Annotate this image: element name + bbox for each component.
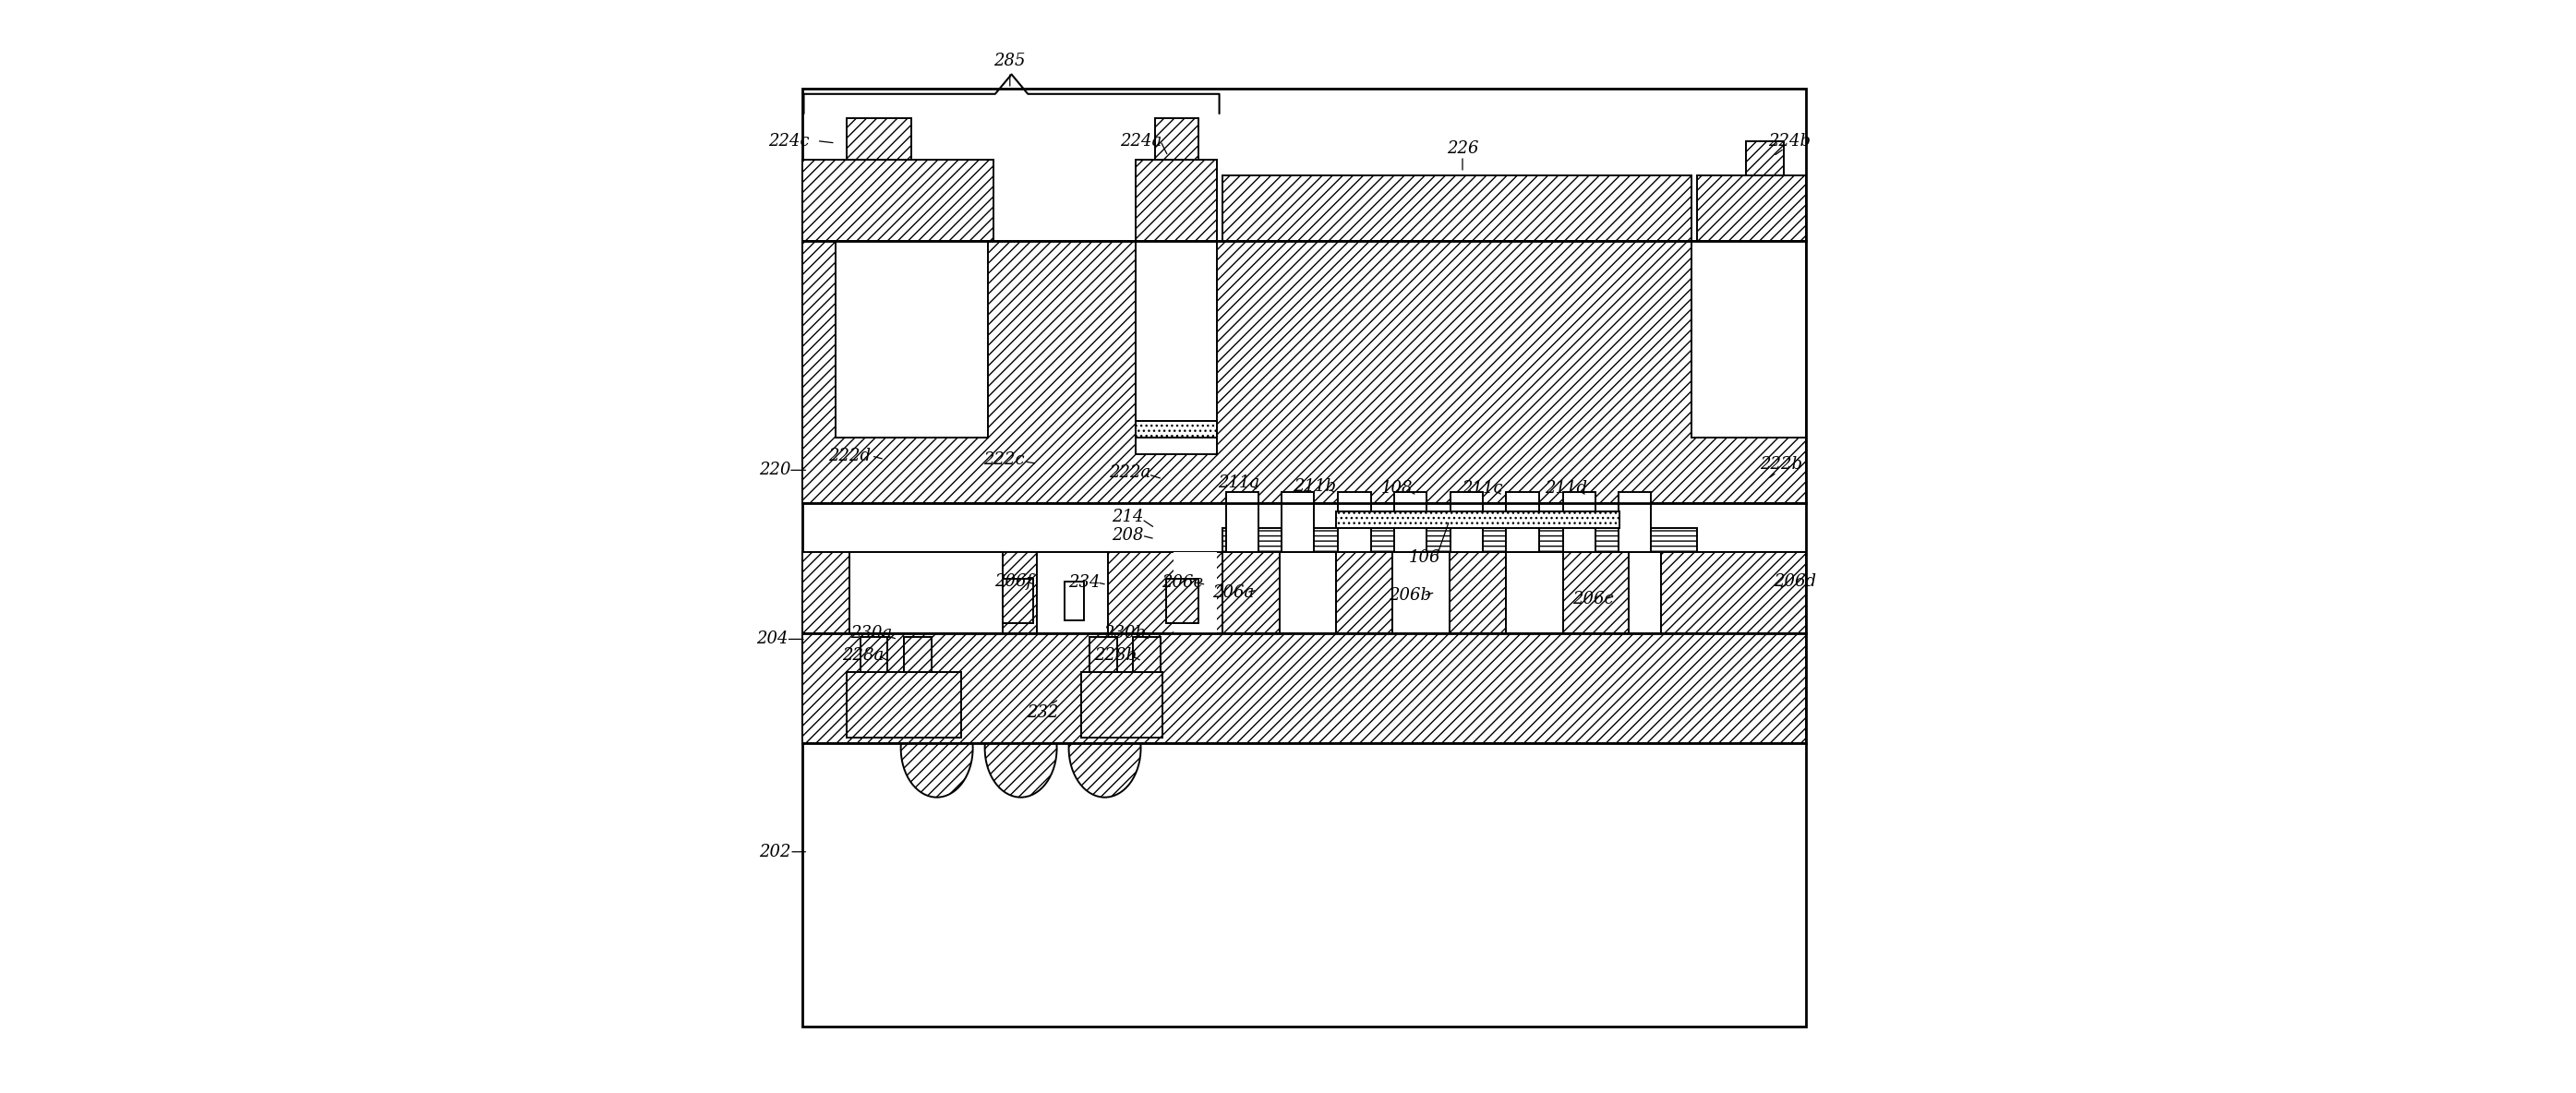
Bar (1618, 492, 1651, 552)
Text: 202: 202 (760, 844, 791, 860)
Text: 211b: 211b (1293, 479, 1337, 495)
Bar (1394, 552, 1450, 634)
Bar (1337, 512, 1620, 528)
Bar (894, 689, 981, 743)
Ellipse shape (987, 702, 1056, 795)
Bar (804, 552, 1806, 634)
Text: 214: 214 (1113, 508, 1144, 526)
Bar (1224, 552, 1280, 634)
Bar (850, 552, 1002, 634)
Text: 211d: 211d (1546, 481, 1587, 497)
Text: 206a: 206a (1213, 584, 1255, 601)
Bar (976, 689, 1064, 743)
Text: 224a: 224a (1121, 132, 1162, 149)
Text: 204: 204 (757, 631, 788, 647)
Text: 222c: 222c (984, 451, 1025, 468)
Text: 226: 226 (1448, 140, 1479, 156)
Bar (1337, 552, 1394, 634)
Bar (835, 242, 989, 437)
Bar (1167, 579, 1198, 623)
Bar (850, 552, 1002, 634)
Bar (1507, 552, 1564, 634)
Bar (804, 89, 1806, 1026)
Text: 224b: 224b (1770, 132, 1811, 149)
Bar (1136, 421, 1216, 437)
Bar (1692, 242, 1806, 437)
Bar (1082, 672, 1162, 738)
Bar (1224, 528, 1698, 552)
Bar (1038, 552, 1108, 634)
Bar (1450, 552, 1507, 634)
Text: 230a: 230a (850, 625, 891, 642)
Text: 106: 106 (1409, 549, 1440, 566)
Bar (1280, 492, 1314, 552)
Text: 211a: 211a (1218, 475, 1260, 492)
Bar (1061, 689, 1149, 743)
Text: 206b: 206b (1388, 587, 1432, 603)
Bar (1136, 160, 1216, 242)
Bar (1136, 437, 1216, 454)
Bar (1564, 492, 1595, 552)
Text: 206e: 206e (1162, 574, 1203, 591)
Bar (1692, 242, 1806, 437)
Bar (860, 637, 889, 672)
Text: 285: 285 (994, 52, 1025, 70)
Bar (1064, 581, 1084, 621)
Bar (1662, 552, 1806, 634)
Bar (1337, 492, 1370, 552)
Bar (1564, 552, 1628, 634)
Bar (1280, 552, 1337, 634)
Bar (804, 612, 1806, 743)
Bar (1226, 492, 1260, 552)
Ellipse shape (1069, 702, 1141, 795)
Bar (804, 656, 1806, 743)
Bar (1090, 637, 1118, 672)
Text: 206d: 206d (1775, 573, 1816, 590)
Bar (1133, 637, 1159, 672)
Bar (848, 672, 961, 738)
Bar (1628, 552, 1662, 634)
Bar (1082, 672, 1162, 738)
Text: 206c: 206c (1574, 590, 1615, 607)
Bar (804, 160, 994, 242)
Ellipse shape (902, 702, 971, 795)
Bar (1747, 141, 1785, 176)
Bar (1175, 552, 1216, 634)
Bar (804, 242, 1806, 503)
Bar (1224, 176, 1692, 242)
Ellipse shape (984, 700, 1056, 797)
Text: 228b: 228b (1095, 647, 1136, 663)
Text: 206f: 206f (994, 573, 1033, 590)
Bar (804, 612, 1806, 743)
Bar (904, 637, 933, 672)
Ellipse shape (902, 700, 974, 797)
Text: 224c: 224c (768, 132, 809, 149)
Bar (1136, 242, 1216, 437)
Text: 234: 234 (1069, 574, 1100, 591)
Bar (848, 672, 961, 738)
Bar (835, 242, 989, 437)
Text: 208: 208 (1113, 527, 1144, 544)
Bar (1002, 579, 1033, 623)
Bar (1507, 492, 1538, 552)
Text: 222a: 222a (1110, 465, 1151, 481)
Ellipse shape (1069, 700, 1141, 797)
Bar (848, 118, 912, 160)
Bar (1136, 242, 1216, 437)
Bar (1038, 552, 1108, 634)
Bar (1154, 118, 1198, 160)
Text: 108: 108 (1381, 481, 1414, 497)
Text: 211c: 211c (1461, 481, 1502, 497)
Bar (1394, 492, 1427, 552)
Text: 220: 220 (760, 462, 791, 479)
Text: 232: 232 (1028, 704, 1059, 720)
Bar (1698, 176, 1806, 242)
Bar (1450, 492, 1484, 552)
Text: 228a: 228a (842, 647, 884, 663)
Text: 230b: 230b (1103, 625, 1146, 642)
Text: 222d: 222d (829, 448, 871, 465)
Text: 222b: 222b (1759, 457, 1803, 473)
